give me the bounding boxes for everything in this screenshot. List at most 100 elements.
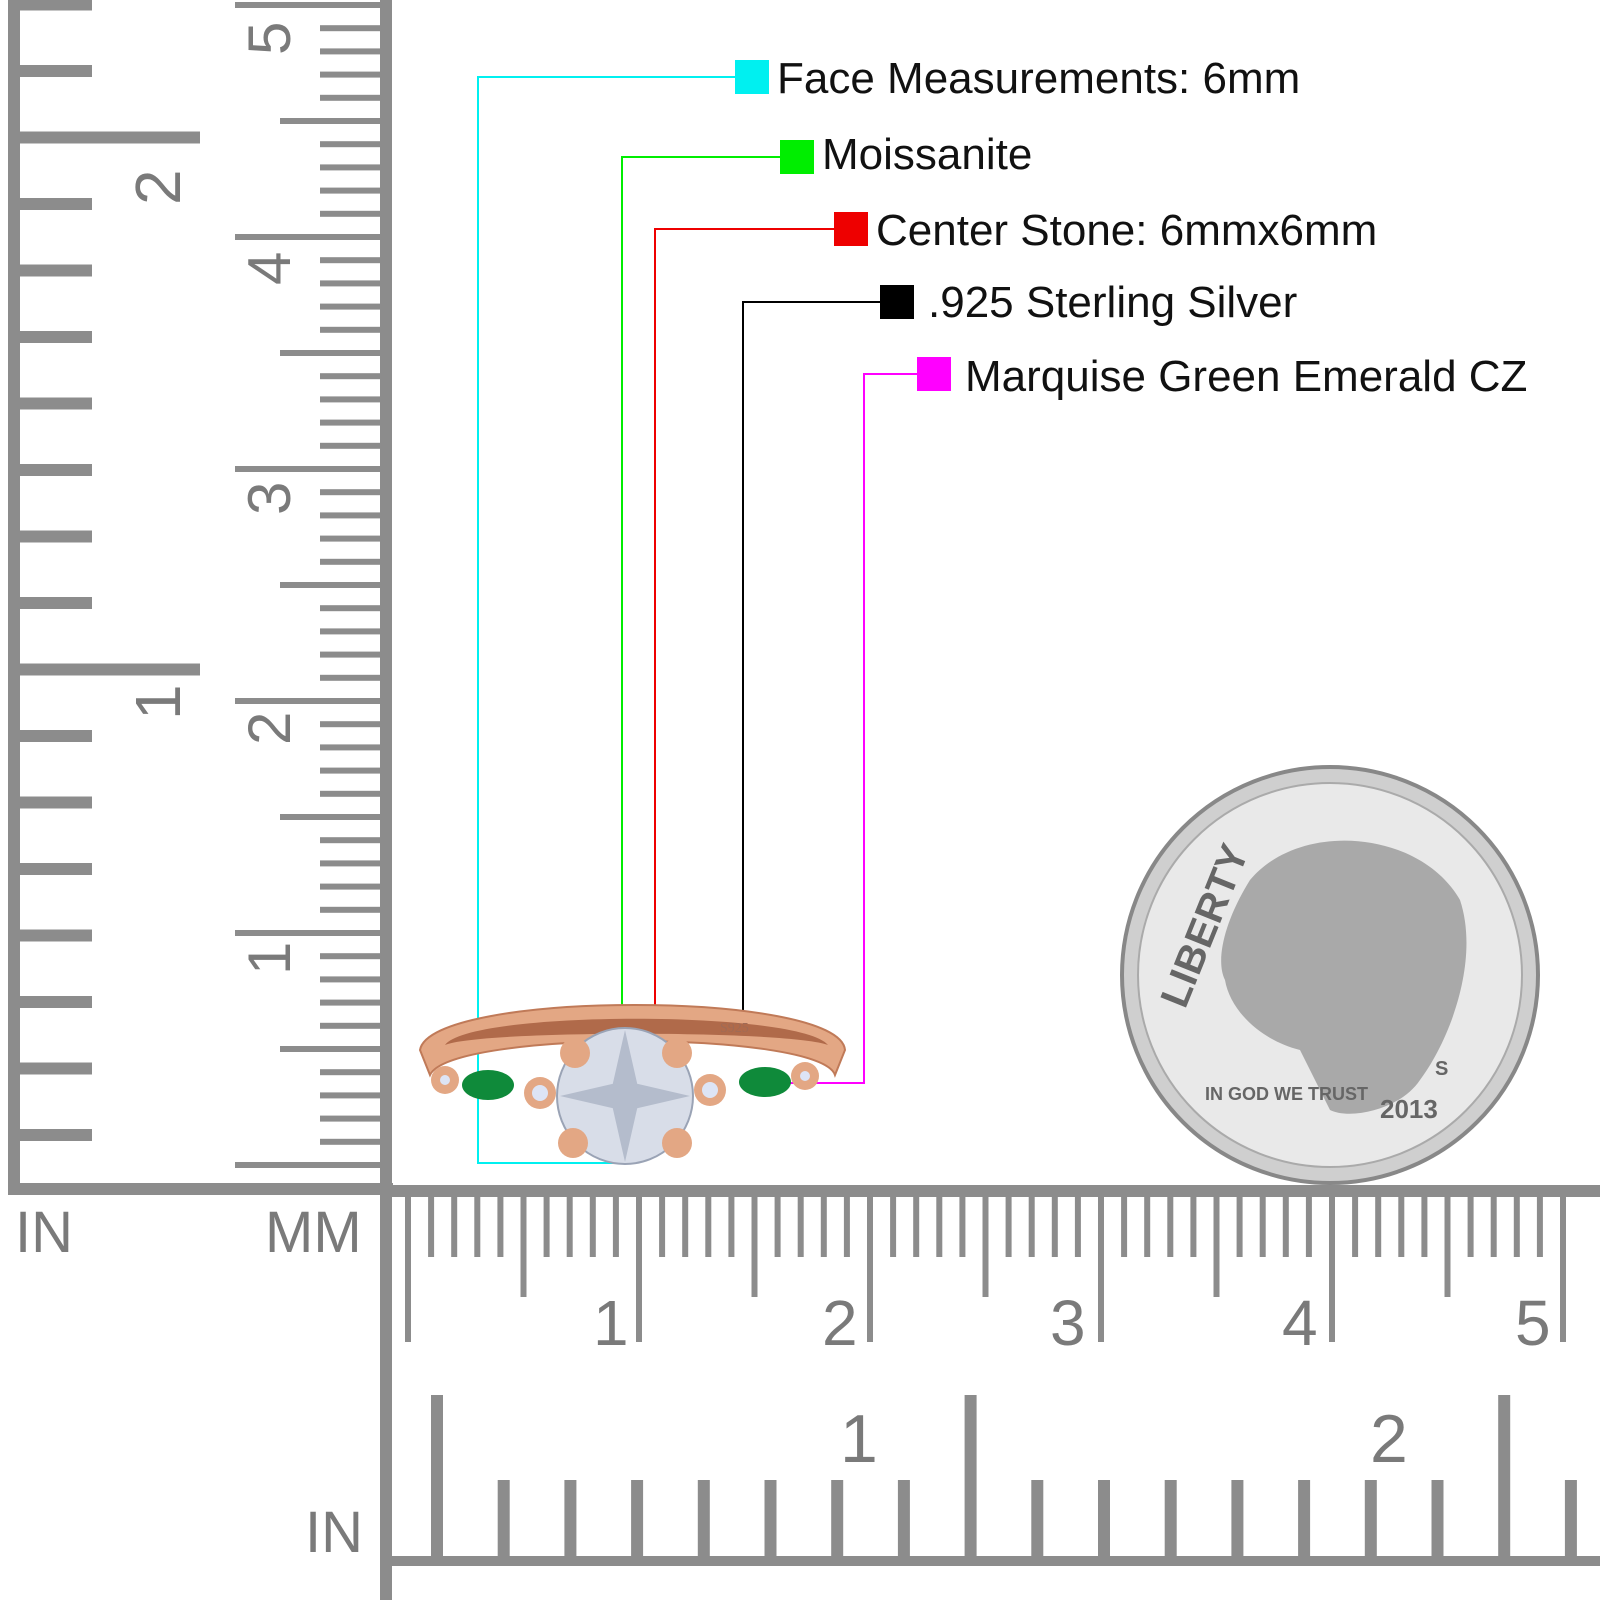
bottom-mm-tick: [1490, 1197, 1497, 1257]
bottom-inch-number: 1: [840, 1401, 878, 1477]
bottom-mm-tick: [405, 1197, 411, 1342]
callout-line-metal: [742, 301, 880, 1022]
left-inch-number: 2: [122, 169, 194, 205]
left-mm-tick: [320, 535, 380, 542]
left-mm-tick: [280, 814, 380, 820]
bottom-cm-number: 1: [593, 1287, 629, 1359]
bottom-cm-number: 4: [1282, 1287, 1318, 1359]
bottom-mm-tick: [1513, 1197, 1520, 1257]
bottom-cm-number: 2: [822, 1287, 858, 1359]
bottom-inch-tick: [964, 1395, 977, 1560]
left-mm-tick: [280, 1046, 380, 1052]
bottom-mm-tick: [936, 1197, 943, 1257]
bottom-mm-tick: [751, 1197, 758, 1297]
left-mm-tick: [320, 48, 380, 55]
left-mm-tick: [320, 906, 380, 913]
left-mm-tick: [280, 350, 380, 356]
bottom-mm-tick: [1167, 1197, 1174, 1257]
left-cm-number: 2: [236, 712, 303, 745]
bottom-mm-tick: [589, 1197, 596, 1257]
bottom-inch-tick: [1364, 1480, 1377, 1560]
callout-center-stone: Center Stone: 6mmx6mm: [876, 206, 1378, 255]
emerald-left: [462, 1070, 514, 1100]
bottom-inch-tick: [497, 1480, 510, 1560]
bottom-inch-tick: [1031, 1480, 1044, 1560]
bottom-mm-tick: [820, 1197, 827, 1257]
ring-stamp: S925: [720, 1021, 749, 1036]
bottom-mm-tick: [1028, 1197, 1035, 1257]
left-mm-tick: [235, 930, 380, 936]
bottom-mm-tick: [1536, 1197, 1543, 1257]
ruler-spine: [380, 0, 392, 1600]
bottom-mm-tick: [1259, 1197, 1266, 1257]
bottom-mm-tick: [1560, 1197, 1566, 1342]
bottom-ruler-top-edge: [380, 1185, 1600, 1197]
callout-line-center-stone: [654, 228, 834, 1075]
left-mm-tick: [320, 1115, 380, 1122]
left-inch-tick: [20, 663, 200, 676]
bottom-mm-tick: [1098, 1197, 1104, 1342]
bottom-mm-tick: [1329, 1197, 1335, 1342]
left-inch-tick: [20, 131, 200, 144]
left-mm-tick: [235, 698, 380, 704]
bottom-inch-tick: [1231, 1480, 1244, 1560]
left-mm-tick: [320, 187, 380, 194]
left-mm-tick: [320, 396, 380, 403]
bottom-mm-tick: [659, 1197, 666, 1257]
callout-side-stones: Marquise Green Emerald CZ: [965, 352, 1528, 401]
callout-line-moissanite: [621, 156, 780, 1075]
rulers: 1 2 1 2 3 4 5 1 2 3 4 5 1 2 IN MM IN: [8, 0, 1600, 1600]
left-mm-tick: [320, 953, 380, 960]
left-mm-tick: [320, 674, 380, 681]
bottom-mm-tick: [1375, 1197, 1382, 1257]
left-inch-tick: [20, 730, 92, 742]
left-cm-number: 1: [236, 942, 303, 975]
left-inch-tick: [20, 331, 92, 343]
bottom-mm-tick: [1121, 1197, 1128, 1257]
callout-line-face: [477, 76, 735, 1164]
bottom-inch-tick: [897, 1480, 910, 1560]
bottom-mm-tick: [1213, 1197, 1220, 1297]
left-mm-tick: [320, 744, 380, 751]
bottom-inch-tick: [1298, 1480, 1311, 1560]
left-mm-tick: [320, 257, 380, 264]
bottom-inch-tick: [1098, 1480, 1110, 1560]
bottom-mm-tick: [428, 1197, 435, 1257]
bottom-mm-tick: [497, 1197, 504, 1257]
left-mm-tick: [320, 883, 380, 890]
left-mm-tick: [320, 767, 380, 774]
coin-motto: IN GOD WE TRUST: [1205, 1084, 1368, 1104]
bottom-mm-tick: [451, 1197, 458, 1257]
bottom-mm-tick: [566, 1197, 573, 1257]
bottom-mm-tick: [705, 1197, 712, 1257]
left-cm-number: 4: [236, 252, 303, 285]
left-inch-tick: [20, 264, 92, 277]
left-mm-tick: [320, 1069, 380, 1076]
bottom-ruler-bottom-edge: [380, 1556, 1600, 1566]
bottom-mm-tick: [636, 1197, 642, 1342]
left-cm-number: 5: [236, 22, 303, 55]
bottom-mm-tick: [1444, 1197, 1451, 1297]
left-mm-tick: [320, 419, 380, 426]
left-inch-tick: [20, 65, 92, 77]
left-mm-tick: [320, 210, 380, 217]
bottom-mm-tick: [890, 1197, 897, 1257]
left-mm-tick: [320, 860, 380, 867]
callout-face-measurements: Face Measurements: 6mm: [777, 54, 1301, 103]
bottom-mm-tick: [1305, 1197, 1312, 1257]
ring: S925: [418, 1004, 847, 1165]
left-inch-tick: [20, 996, 92, 1008]
left-inch-tick: [20, 1129, 92, 1141]
left-inch-tick: [20, 929, 92, 942]
callout-swatch-metal: [880, 285, 914, 319]
left-mm-tick: [280, 118, 380, 124]
bottom-inch-tick: [1498, 1395, 1511, 1560]
left-mm-tick: [320, 303, 380, 310]
callout-moissanite: Moissanite: [822, 130, 1033, 179]
coin-year: 2013: [1380, 1094, 1438, 1124]
left-mm-tick: [235, 234, 380, 240]
left-ruler-base: [8, 1183, 393, 1195]
left-inch-tick: [20, 863, 92, 875]
bottom-inch-tick: [1431, 1480, 1444, 1560]
